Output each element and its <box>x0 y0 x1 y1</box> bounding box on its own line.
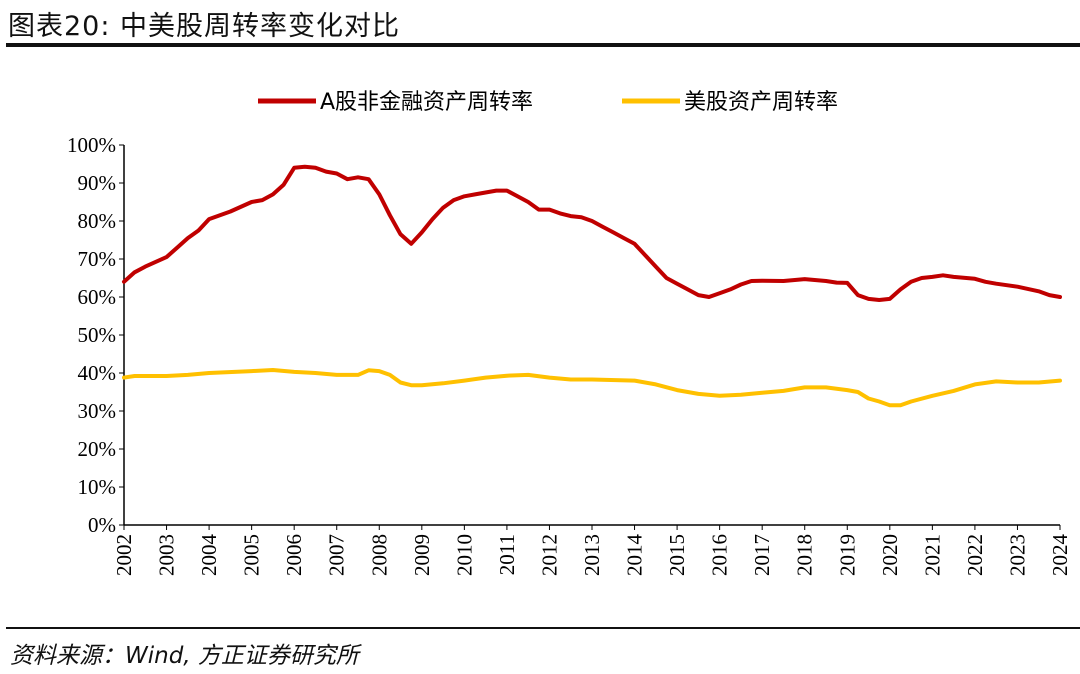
footer-divider <box>6 627 1080 629</box>
y-tick-label: 60% <box>78 285 117 309</box>
x-tick-label: 2009 <box>410 534 434 576</box>
y-tick-label: 0% <box>88 513 116 537</box>
y-tick-label: 50% <box>78 323 117 347</box>
y-tick-label: 10% <box>78 475 117 499</box>
x-tick-label: 2024 <box>1048 534 1072 577</box>
x-tick-label: 2010 <box>452 534 476 576</box>
series-line-2 <box>122 368 1062 408</box>
x-tick-label: 2007 <box>325 534 349 576</box>
x-tick-label: 2018 <box>793 534 817 576</box>
x-tick-label: 2015 <box>665 534 689 576</box>
x-tick-label: 2021 <box>920 534 944 576</box>
x-tick-label: 2017 <box>750 534 774 576</box>
title-divider <box>6 43 1080 47</box>
series-line-1 <box>122 164 1062 302</box>
x-tick-label: 2016 <box>708 534 732 576</box>
legend-label-1: A股非金融资产周转率 <box>320 90 533 115</box>
y-tick-label: 80% <box>78 209 117 233</box>
x-tick-label: 2019 <box>835 534 859 576</box>
chart-title: 图表20: 中美股周转率变化对比 <box>8 11 401 42</box>
y-tick-label: 100% <box>67 133 116 157</box>
x-tick-label: 2003 <box>155 534 179 576</box>
x-tick-label: 2004 <box>197 534 221 577</box>
x-tick-label: 2013 <box>580 534 604 576</box>
x-tick-label: 2022 <box>963 534 987 576</box>
y-tick-label: 30% <box>78 399 117 423</box>
x-tick-label: 2020 <box>878 534 902 576</box>
x-tick-label: 2002 <box>112 534 136 576</box>
x-tick-label: 2008 <box>367 534 391 576</box>
source-note: 资料来源：Wind, 方正证券研究所 <box>10 643 359 669</box>
y-tick-label: 90% <box>78 171 117 195</box>
x-tick-label: 2006 <box>282 534 306 576</box>
legend-label-2: 美股资产周转率 <box>684 90 838 115</box>
y-tick-label: 40% <box>78 361 117 385</box>
y-tick-label: 20% <box>78 437 117 461</box>
y-tick-label: 70% <box>78 247 117 271</box>
x-tick-label: 2012 <box>537 534 561 576</box>
x-tick-label: 2014 <box>623 534 647 577</box>
x-tick-label: 2023 <box>1005 534 1029 576</box>
x-tick-label: 2011 <box>495 534 519 575</box>
x-tick-label: 2005 <box>240 534 264 576</box>
